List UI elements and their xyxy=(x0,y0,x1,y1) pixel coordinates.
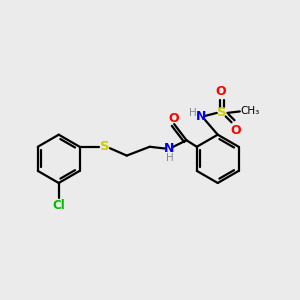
Text: Cl: Cl xyxy=(52,199,65,212)
Text: H: H xyxy=(189,108,197,118)
Text: S: S xyxy=(100,140,110,153)
Text: H: H xyxy=(167,153,174,163)
Text: O: O xyxy=(230,124,241,137)
Text: O: O xyxy=(169,112,179,125)
Text: S: S xyxy=(217,106,227,119)
Text: N: N xyxy=(196,110,207,123)
Text: CH₃: CH₃ xyxy=(241,106,260,116)
Text: O: O xyxy=(215,85,226,98)
Text: N: N xyxy=(164,142,174,155)
